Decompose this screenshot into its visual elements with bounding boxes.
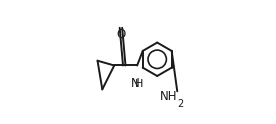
Text: 2: 2: [178, 99, 184, 109]
Text: H: H: [135, 79, 144, 89]
Text: NH: NH: [160, 91, 177, 104]
Text: N: N: [131, 77, 140, 90]
Text: O: O: [116, 28, 126, 41]
